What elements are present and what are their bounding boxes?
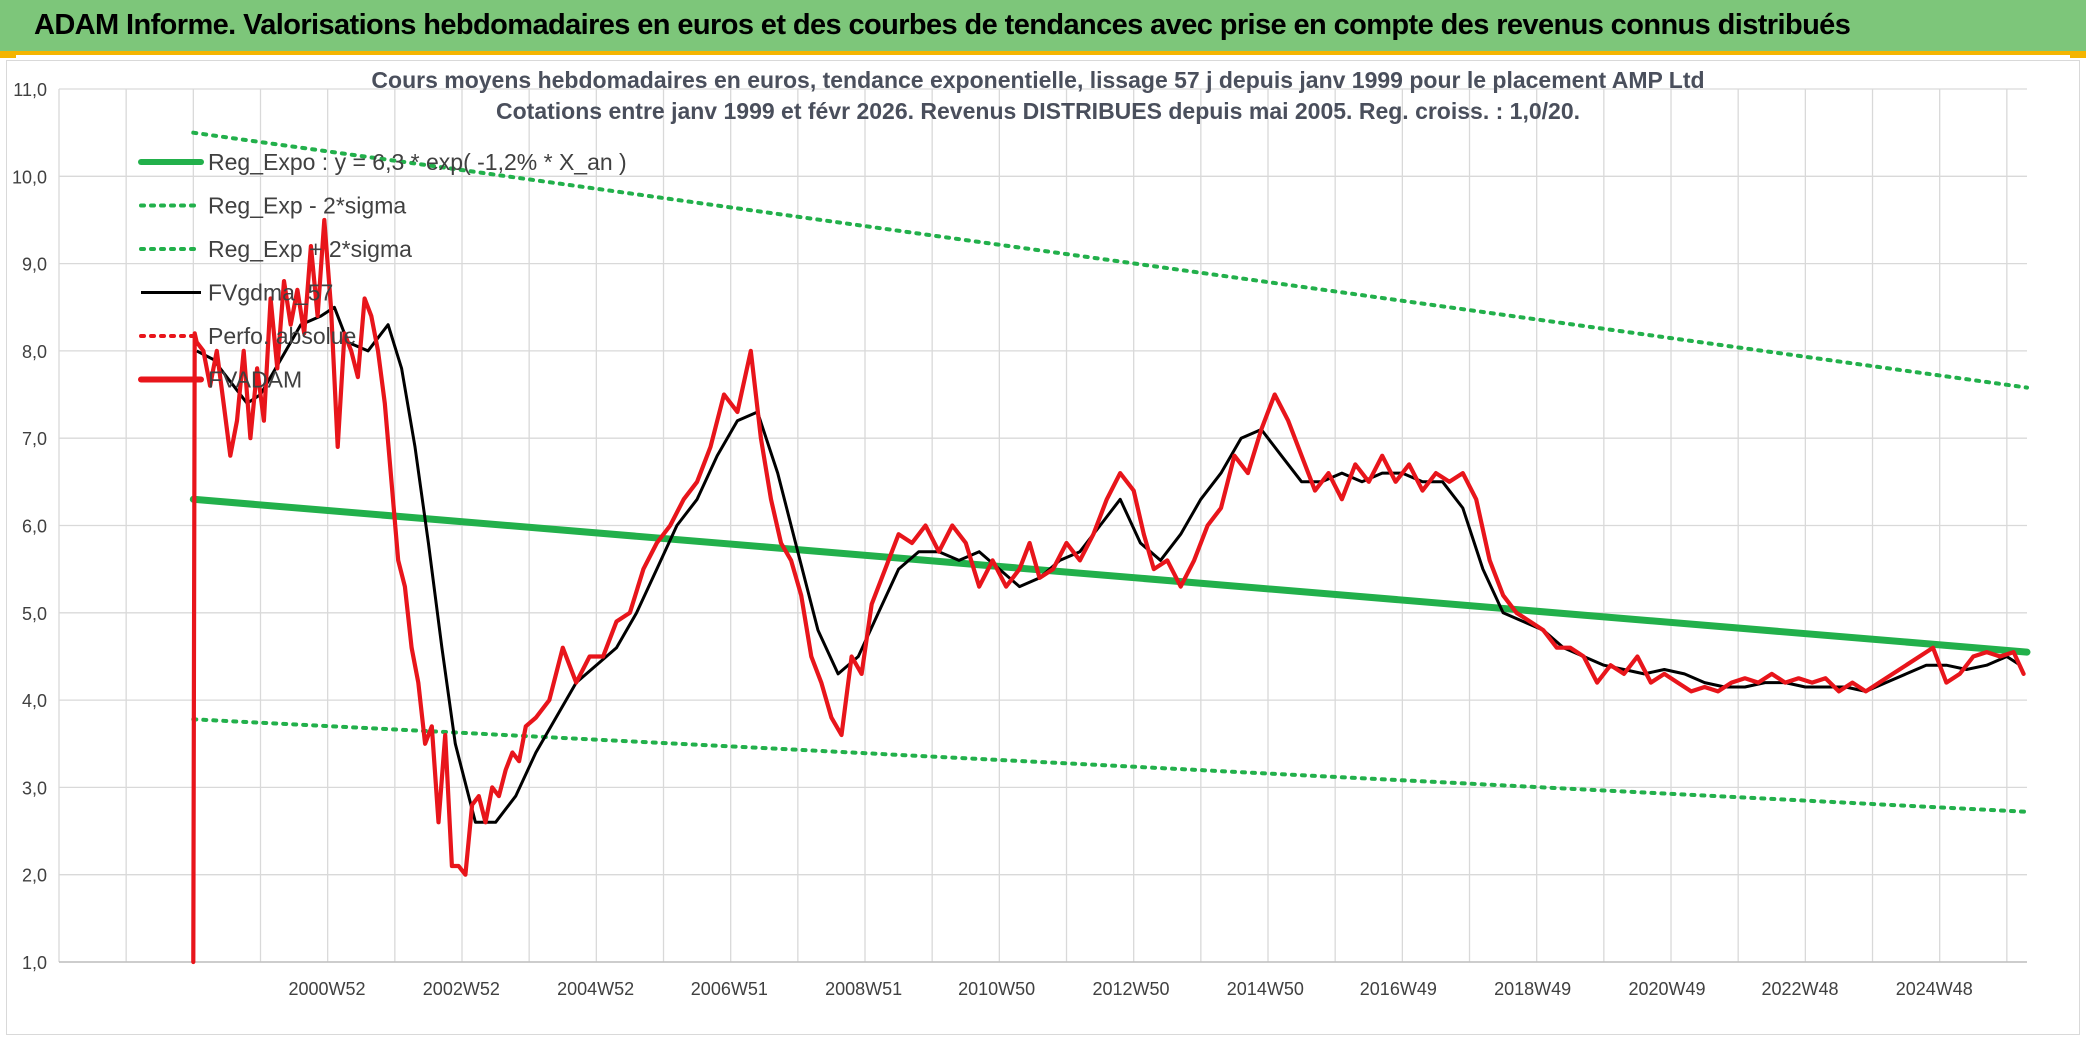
series-line-fvadam [191, 217, 2026, 965]
x-tick-label: 2014W50 [1227, 979, 1304, 999]
corner-marker-left [0, 52, 16, 58]
y-tick-label: 1,0 [22, 953, 47, 973]
y-tick-label: 8,0 [22, 342, 47, 362]
y-tick-label: 7,0 [22, 429, 47, 449]
y-tick-label: 9,0 [22, 255, 47, 275]
series-line-reg-exp-2-sigma [191, 717, 2029, 814]
chart-legend: Reg_Expo : y = 6,3 * exp( -1,2% * X_an )… [138, 149, 627, 393]
series-line-reg-expo-y-6-3-exp-1-2-x-an [189, 495, 2031, 656]
y-tick-label: 6,0 [22, 517, 47, 537]
series-line-reg-exp-2-sigma [191, 130, 2029, 390]
x-tick-label: 2022W48 [1761, 979, 1838, 999]
y-tick-label: 11,0 [13, 80, 47, 100]
report-title: ADAM Informe. Valorisations hebdomadaire… [34, 9, 1851, 41]
x-tick-label: 2024W48 [1896, 979, 1973, 999]
legend-label: Reg_Expo : y = 6,3 * exp( -1,2% * X_an ) [208, 149, 627, 175]
x-tick-label: 2006W51 [691, 979, 768, 999]
chart-area: 1,0 2,0 3,0 4,0 5,0 6,0 7,0 8,0 9,0 10,0 11,0 2000W… [6, 60, 2080, 1035]
trend-chart: 1,0 2,0 3,0 4,0 5,0 6,0 7,0 8,0 9,0 10,0 11,0 2000W… [12, 67, 2031, 999]
x-tick-label: 2020W49 [1628, 979, 1705, 999]
x-tick-label: 2000W52 [288, 979, 365, 999]
corner-marker-right [2070, 52, 2086, 58]
report-header-banner: ADAM Informe. Valorisations hebdomadaire… [0, 0, 2086, 55]
x-tick-label: 2018W49 [1494, 979, 1571, 999]
chart-grid [58, 88, 2027, 963]
chart-subtitle: Cotations entre janv 1999 et févr 2026. … [496, 98, 1580, 124]
chart-title: Cours moyens hebdomadaires en euros, ten… [371, 67, 1704, 93]
legend-label: FVgdma_57 [208, 280, 333, 306]
x-tick-label: 2004W52 [557, 979, 634, 999]
legend-label: FVADAM [208, 367, 302, 393]
legend-label: Reg_Exp + 2*sigma [208, 236, 412, 262]
x-tick-label: 2012W50 [1092, 979, 1169, 999]
x-tick-label: 2016W49 [1360, 979, 1437, 999]
x-tick-label: 2002W52 [423, 979, 500, 999]
chart-axes: 1,0 2,0 3,0 4,0 5,0 6,0 7,0 8,0 9,0 10,0 11,0 2000W… [12, 80, 2027, 999]
legend-label: Perfo. absolue [208, 323, 356, 349]
y-tick-label: 2,0 [22, 866, 47, 886]
y-tick-label: 5,0 [22, 604, 47, 624]
chart-series [189, 130, 2031, 965]
y-tick-label: 4,0 [22, 691, 47, 711]
legend-label: Reg_Exp - 2*sigma [208, 193, 406, 219]
y-tick-label: 3,0 [22, 778, 47, 798]
x-tick-label: 2010W50 [958, 979, 1035, 999]
y-tick-label: 10,0 [12, 167, 47, 187]
series-line-fvgdma-57 [196, 305, 2022, 824]
x-tick-label: 2008W51 [825, 979, 902, 999]
